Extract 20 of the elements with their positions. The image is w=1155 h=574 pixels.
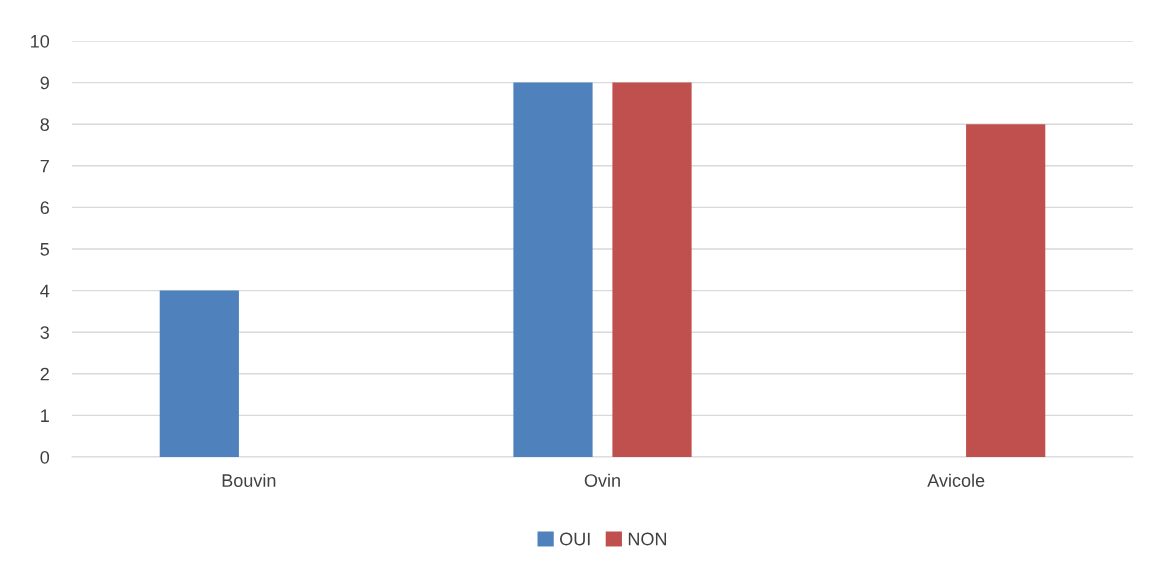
x-tick-label: Ovin bbox=[584, 473, 620, 487]
bar bbox=[513, 82, 593, 457]
y-tick-label: 5 bbox=[40, 243, 50, 256]
x-tick-label: Avicole bbox=[927, 473, 985, 487]
y-tick-label: 6 bbox=[40, 201, 49, 215]
y-tick-label: 8 bbox=[40, 118, 49, 131]
legend-label: OUI bbox=[560, 532, 590, 546]
y-tick-label: 10 bbox=[31, 34, 50, 48]
bar bbox=[966, 124, 1046, 457]
y-tick-label: 3 bbox=[40, 326, 49, 339]
x-tick-label: Bouvin bbox=[222, 473, 276, 487]
legend-label: NON bbox=[628, 532, 667, 546]
y-tick-label: 7 bbox=[40, 159, 49, 173]
y-tick-label: 1 bbox=[41, 409, 49, 422]
bar bbox=[612, 82, 692, 457]
y-tick-label: 9 bbox=[40, 76, 49, 90]
y-tick-label: 4 bbox=[40, 284, 50, 298]
y-tick-label: 2 bbox=[40, 367, 49, 381]
y-tick-label: 0 bbox=[40, 450, 50, 464]
bar bbox=[159, 290, 239, 457]
